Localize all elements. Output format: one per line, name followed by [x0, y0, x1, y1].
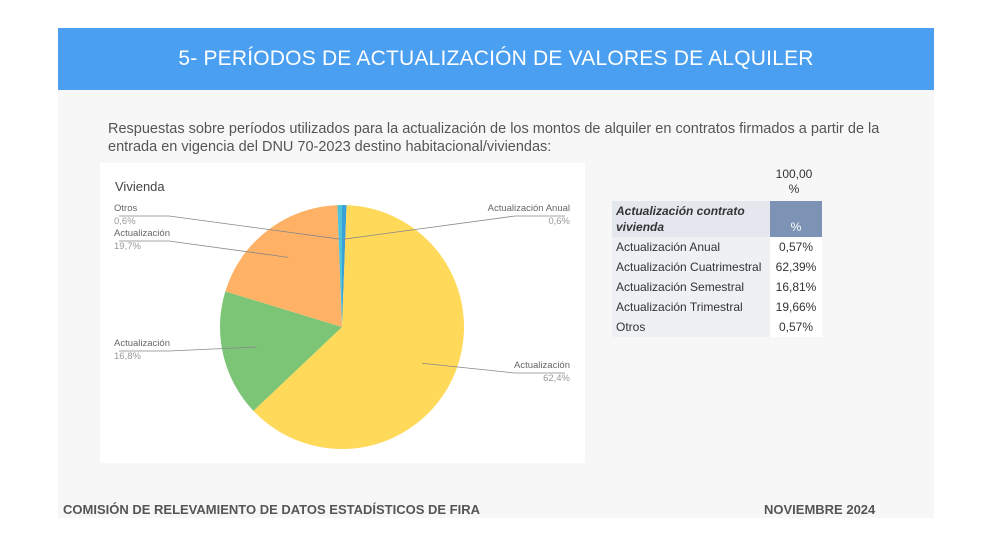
leader-line: [119, 215, 341, 240]
row-label: Actualización Semestral: [612, 277, 770, 297]
table-row: Actualización Anual 0,57%: [612, 237, 822, 257]
pie-chart: Actualización Anual0,6%Actualización62,4…: [114, 203, 571, 450]
header-banner: 5- PERÍODOS DE ACTUALIZACIÓN DE VALORES …: [58, 28, 934, 90]
leader-line: [119, 240, 289, 258]
slice-label: Actualización: [114, 338, 170, 349]
row-value: 16,81%: [770, 277, 822, 297]
row-label: Actualización Cuatrimestral: [612, 257, 770, 277]
slice-value-label: 19,7%: [114, 241, 141, 252]
row-value: 0,57%: [770, 317, 822, 337]
row-label: Actualización Trimestral: [612, 297, 770, 317]
slice-value-label: 16,8%: [114, 351, 141, 362]
leader-line: [119, 346, 257, 352]
page-title: 5- PERÍODOS DE ACTUALIZACIÓN DE VALORES …: [178, 47, 814, 70]
footer-organization: COMISIÓN DE RELEVAMIENTO DE DATOS ESTADÍ…: [63, 502, 480, 517]
pie-slice: [220, 291, 342, 411]
row-value: 0,57%: [770, 237, 822, 257]
slice-value-label: 0,6%: [548, 216, 570, 227]
table-header-row: Actualización contrato vivienda %: [612, 201, 822, 237]
row-label: Actualización Anual: [612, 237, 770, 257]
table-row: Actualización Cuatrimestral 62,39%: [612, 257, 822, 277]
leader-line: [421, 362, 565, 374]
slice-value-label: 0,6%: [114, 216, 136, 227]
slice-value-label: 62,4%: [543, 373, 570, 384]
slice-label: Actualización Anual: [488, 203, 570, 214]
table-total: 100,00 %: [775, 167, 813, 196]
intro-text: Respuestas sobre períodos utilizados par…: [108, 121, 880, 155]
pie-chart-card: Vivienda Actualización Anual 0,6% Actualiz…: [100, 163, 585, 463]
table-row: Actualización Semestral 16,81%: [612, 277, 822, 297]
slice-label: Actualización: [514, 360, 570, 371]
table-row: Otros 0,57%: [612, 317, 822, 337]
pie-slice: [253, 205, 465, 450]
chart-title: Vivienda: [115, 179, 165, 194]
table-header-pct: %: [770, 201, 822, 237]
row-value: 62,39%: [770, 257, 822, 277]
table-header-label: Actualización contrato vivienda: [612, 201, 770, 237]
leader-line: [343, 215, 565, 240]
pie-slice: [342, 205, 347, 327]
pie-slice: [337, 205, 342, 327]
data-table: Actualización contrato vivienda % Actual…: [612, 201, 822, 337]
slice-label: Otros: [114, 203, 137, 214]
table-row: Actualización Trimestral 19,66%: [612, 297, 822, 317]
row-value: 19,66%: [770, 297, 822, 317]
row-label: Otros: [612, 317, 770, 337]
slice-label: Actualización: [114, 228, 170, 239]
footer-date: NOVIEMBRE 2024: [764, 502, 876, 517]
